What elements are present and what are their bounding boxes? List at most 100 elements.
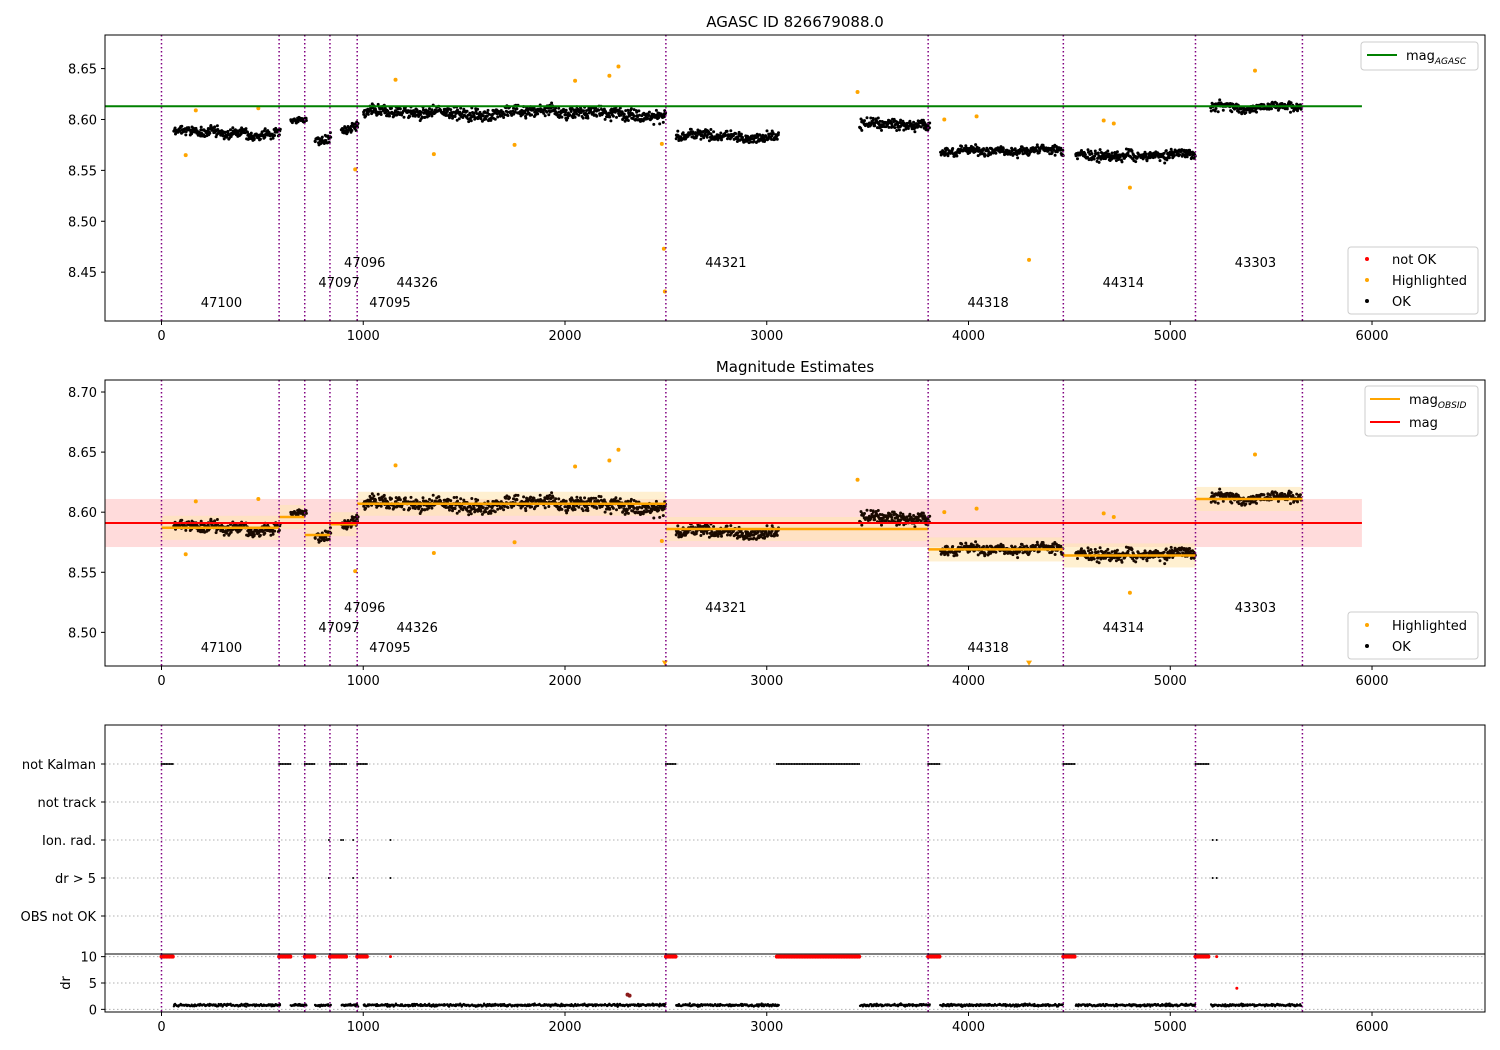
ok-point	[871, 510, 875, 514]
p2-ytick-label: 8.55	[68, 566, 97, 581]
ok-point	[994, 151, 998, 155]
ok-point	[880, 523, 883, 527]
highlighted-point	[659, 539, 664, 544]
ok-point	[1164, 547, 1168, 551]
ok-point	[486, 108, 490, 112]
ok-point	[974, 143, 978, 147]
ok-point	[1086, 546, 1090, 550]
ok-point	[707, 139, 711, 143]
ok-point	[1110, 151, 1114, 155]
ok-point	[676, 129, 680, 133]
highlighted-point	[193, 108, 198, 113]
ok-point	[474, 109, 478, 113]
ok-point	[889, 120, 893, 124]
ok-point	[304, 116, 308, 120]
ok-point	[538, 493, 542, 497]
legend-mag-status-highlighted-marker	[1365, 623, 1369, 627]
ok-point	[252, 533, 256, 537]
ok-point	[1145, 159, 1149, 163]
ok-point	[184, 130, 188, 134]
ok-point	[1083, 153, 1087, 157]
ok-point	[543, 114, 547, 118]
ok-point	[599, 495, 603, 499]
ok-point	[437, 495, 441, 499]
ok-point	[568, 113, 572, 117]
highlighted-point	[1101, 511, 1106, 516]
ok-point	[390, 106, 393, 110]
ok-point	[609, 119, 613, 123]
highlighted-point	[607, 73, 612, 78]
ok-point	[398, 498, 402, 502]
ok-point	[1076, 557, 1079, 560]
ok-point	[364, 114, 368, 118]
ok-point	[388, 506, 391, 510]
ok-point	[379, 113, 383, 116]
ok-point	[603, 117, 607, 121]
p1-obsid-label: 47097	[318, 276, 359, 291]
ok-point	[695, 134, 699, 138]
ok-point	[503, 505, 507, 508]
ok-point	[702, 136, 706, 140]
ok-point	[661, 120, 665, 124]
ok-point	[705, 531, 709, 535]
ok-point	[775, 533, 779, 537]
legend-mag-label: mag	[1409, 416, 1438, 431]
ok-point	[485, 114, 489, 118]
ok-point	[448, 508, 451, 512]
highlighted-point	[193, 499, 198, 504]
flag-category-label: not track	[37, 796, 96, 811]
ok-point	[408, 507, 412, 511]
ok-point	[547, 113, 551, 117]
ok-point	[489, 118, 493, 122]
ok-point	[502, 116, 506, 119]
ok-point	[908, 119, 912, 123]
ok-point	[633, 114, 636, 118]
highlighted-point	[1127, 590, 1132, 595]
p1-obsid-label: 47095	[369, 296, 410, 311]
flag-point	[289, 763, 292, 765]
ok-point	[271, 532, 275, 536]
ok-point	[524, 509, 528, 513]
p2-obsid-label: 44318	[967, 641, 1008, 656]
ok-point	[749, 140, 753, 144]
ok-point	[1086, 148, 1090, 152]
ok-point	[529, 495, 533, 499]
ok-point	[889, 513, 893, 517]
flag-point	[171, 763, 174, 765]
ok-point	[244, 127, 248, 131]
p1-xtick-label: 6000	[1355, 329, 1388, 344]
ok-point	[543, 506, 547, 510]
highlighted-point	[607, 458, 612, 463]
ok-point	[763, 138, 767, 142]
ok-point	[1050, 151, 1054, 154]
dr-ok-point	[305, 1004, 308, 1007]
legend-mag-status-ok-marker	[1365, 644, 1369, 648]
ok-point	[506, 110, 510, 114]
ok-point	[246, 130, 249, 134]
highlighted-point	[1253, 68, 1257, 73]
ok-point	[1244, 111, 1248, 115]
legend-mag: magOBSID mag	[1364, 385, 1479, 437]
highlighted-point	[616, 447, 621, 452]
p1-obsid-label: 47096	[344, 256, 385, 271]
ok-point	[994, 550, 998, 554]
ok-point	[1230, 110, 1234, 114]
ok-point	[374, 498, 377, 502]
ok-point	[699, 534, 703, 537]
ok-point	[1163, 161, 1167, 165]
ok-point	[729, 524, 733, 528]
dr-ok-point	[329, 1003, 332, 1007]
ok-point	[983, 153, 987, 157]
ok-point	[919, 125, 923, 129]
ok-point	[960, 145, 964, 148]
ok-point	[1076, 157, 1079, 161]
ok-point	[1059, 544, 1063, 548]
ok-point	[1090, 158, 1093, 162]
ok-point	[390, 497, 393, 501]
ok-point	[657, 508, 661, 512]
p1-ytick-label: 8.45	[68, 266, 97, 281]
ok-point	[481, 114, 485, 118]
ok-point	[661, 514, 665, 518]
ok-point	[1244, 502, 1248, 506]
ok-point	[184, 133, 188, 137]
